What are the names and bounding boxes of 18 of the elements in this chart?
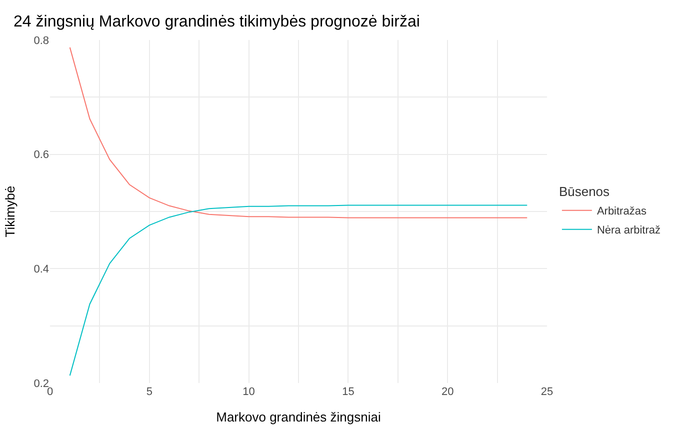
legend-label: Arbitražas <box>596 206 647 218</box>
y-tick-label: 0.8 <box>34 34 49 47</box>
x-tick-label: 15 <box>342 386 354 398</box>
line-series <box>69 204 528 376</box>
x-tick-label: 0 <box>46 386 54 398</box>
x-tick-label: 10 <box>242 386 255 398</box>
x-tick-label: 20 <box>441 386 454 398</box>
y-tick-label: 0.2 <box>34 378 49 390</box>
chart-title: 24 žingsnių Markovo grandinės tikimybės prognozė biržai <box>14 13 420 30</box>
y-tick-label: 0.4 <box>34 264 49 276</box>
x-tick-label: 5 <box>146 386 152 398</box>
x-tick-label: 25 <box>540 386 554 398</box>
y-axis-title: Tikimybė <box>2 186 18 238</box>
x-axis-title: Markovo grandinės žingsniai <box>216 410 381 425</box>
line-series <box>69 46 528 218</box>
legend-label: Nėra arbitraž <box>596 224 661 237</box>
legend-title: Būsenos <box>558 184 610 199</box>
y-tick-label: 0.6 <box>34 149 49 162</box>
